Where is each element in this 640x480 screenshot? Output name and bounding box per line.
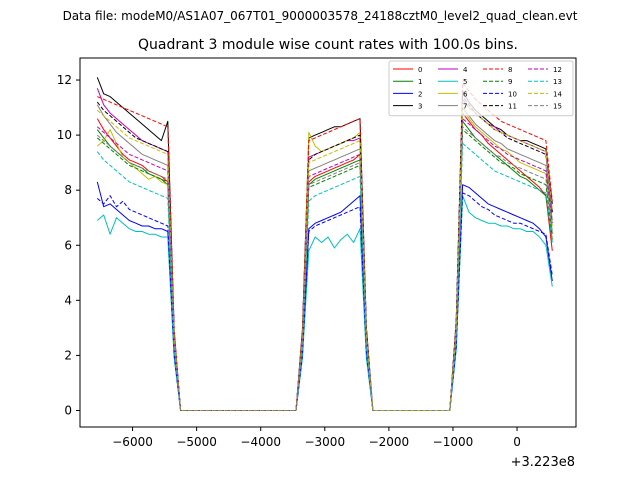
legend-label-9: 9 [508,78,512,86]
series-line-12 [96,118,553,411]
y-tick-label: 6 [64,238,72,252]
legend-label-13: 13 [553,78,562,86]
legend-label-1: 1 [418,78,422,86]
legend-label-0: 0 [418,66,422,74]
series-line-15 [96,126,553,411]
x-tick-label: −5000 [176,435,217,449]
y-tick-label: 0 [64,403,72,417]
x-offset-label: +3.223e8 [511,455,575,470]
legend-label-7: 7 [463,103,467,111]
legend-label-11: 11 [508,103,517,111]
legend-label-14: 14 [553,90,562,98]
legend-label-2: 2 [418,90,422,98]
series-line-10 [96,192,553,411]
legend-label-6: 6 [463,90,468,98]
x-tick-label: −2000 [369,435,410,449]
legend-label-5: 5 [463,78,467,86]
figure-suptitle: Data file: modeM0/AS1A07_067T01_90000035… [63,9,578,23]
legend-box [388,60,574,117]
axes-frame [79,57,577,428]
legend-label-12: 12 [553,66,562,74]
y-tick-label: 4 [64,293,72,307]
y-tick-label: 8 [64,183,72,197]
series-lines [96,77,553,411]
x-tick-label: −6000 [112,435,153,449]
x-tick-label: −3000 [304,435,345,449]
x-tick-label: 0 [513,435,521,449]
legend-label-10: 10 [508,90,517,98]
legend-label-3: 3 [418,103,422,111]
plot-area [96,77,553,411]
y-tick-label: 10 [57,128,72,142]
y-tick-label: 12 [57,73,72,87]
x-tick-label: −4000 [240,435,281,449]
chart-title: Quadrant 3 module wise count rates with … [138,37,518,53]
x-tick-label: −1000 [433,435,474,449]
legend-label-15: 15 [553,103,562,111]
legend-label-4: 4 [463,66,468,74]
legend-label-8: 8 [508,66,512,74]
y-tick-label: 2 [64,348,72,362]
